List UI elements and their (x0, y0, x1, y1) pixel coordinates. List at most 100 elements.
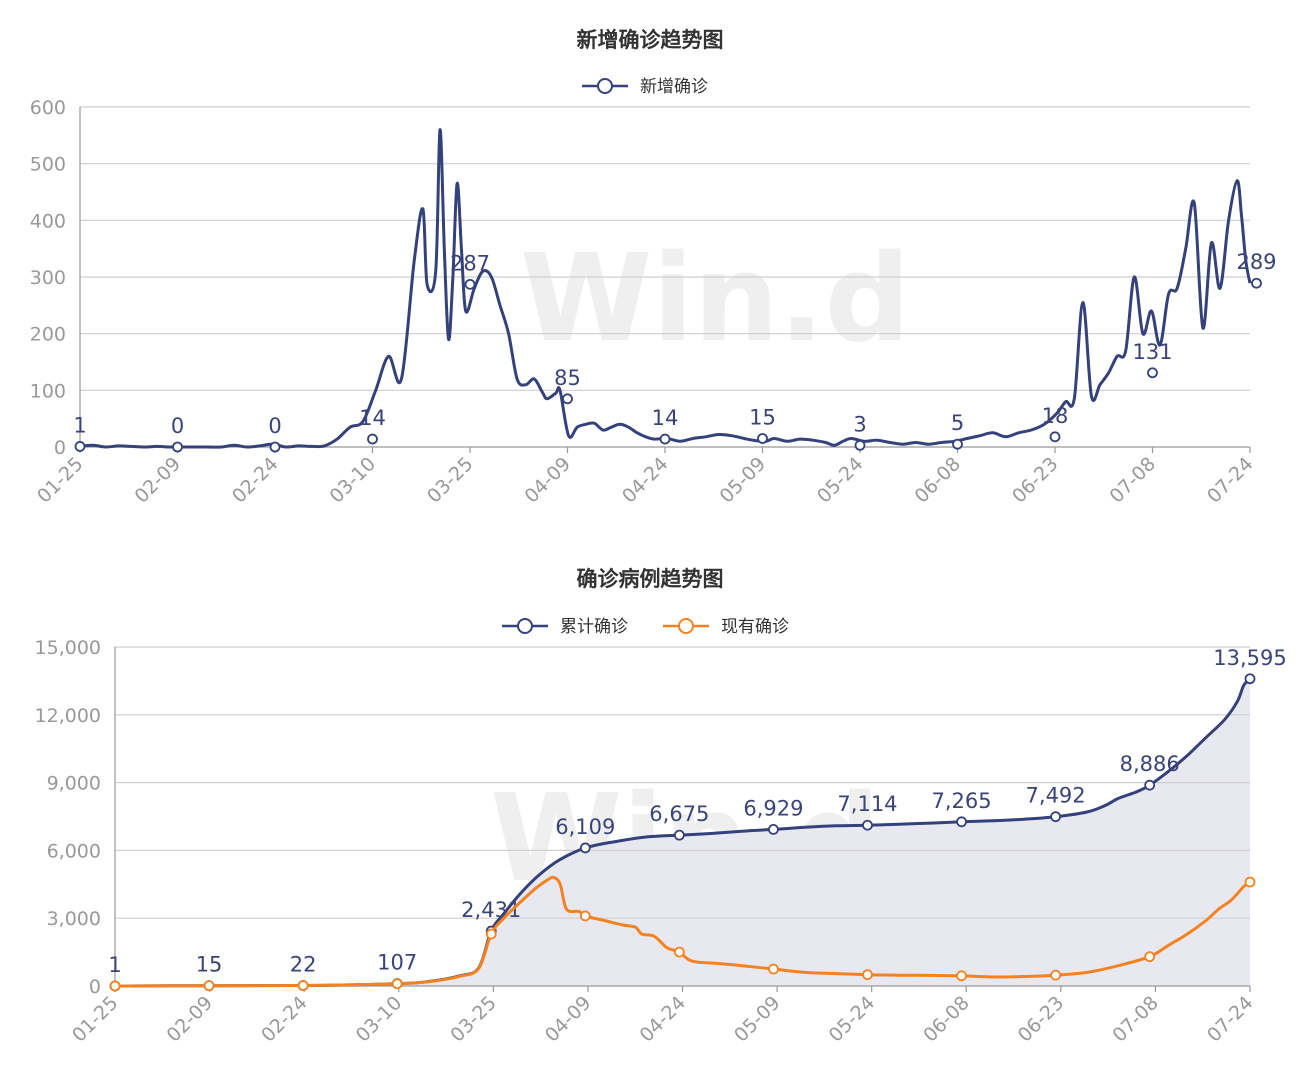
data-label: 5 (951, 411, 964, 435)
data-point-marker[interactable] (172, 441, 183, 453)
chart2-title: 确诊病例趋势图 (577, 567, 724, 591)
data-point-marker[interactable] (1244, 673, 1256, 685)
y-tick-label: 0 (89, 976, 101, 998)
data-point-marker[interactable] (297, 980, 309, 991)
data-point-marker[interactable] (659, 433, 671, 445)
data-label: 3 (853, 412, 866, 436)
data-point-marker[interactable] (673, 946, 685, 958)
data-point-marker[interactable] (367, 433, 378, 445)
data-label: 85 (554, 366, 581, 390)
data-label: 7,114 (837, 792, 897, 816)
chart1-legend-label: 新增确诊 (640, 77, 708, 97)
data-label: 6,929 (743, 796, 803, 820)
data-point-marker[interactable] (391, 978, 403, 990)
data-label: 131 (1132, 340, 1172, 364)
x-tick-label: 07-08 (1105, 453, 1160, 508)
y-tick-label: 15,000 (35, 637, 101, 659)
x-tick-label: 03-10 (352, 992, 407, 1047)
data-label: 14 (652, 406, 679, 430)
data-point-marker[interactable] (579, 842, 591, 854)
chart2-legend-label-cumulative: 累计确诊 (560, 617, 628, 637)
chart2-legend-cumulative[interactable]: 累计确诊 (502, 617, 628, 637)
x-tick-label: 06-08 (919, 992, 974, 1047)
x-tick-label: 04-09 (520, 453, 575, 508)
data-point-marker[interactable] (862, 819, 873, 831)
x-tick-label: 07-08 (1108, 992, 1163, 1047)
data-label: 6,109 (555, 815, 615, 839)
y-tick-label: 3,000 (47, 908, 101, 930)
data-point-marker[interactable] (203, 980, 215, 992)
x-tick-label: 05-09 (715, 453, 770, 508)
x-tick-label: 04-09 (541, 992, 596, 1047)
x-tick-label: 03-10 (325, 453, 380, 508)
y-tick-label: 0 (54, 437, 66, 459)
data-label: 6,675 (649, 802, 709, 826)
data-label: 8,886 (1120, 752, 1180, 776)
x-tick-label: 05-24 (813, 453, 868, 508)
data-point-marker[interactable] (1049, 431, 1061, 443)
x-tick-label: 05-24 (825, 992, 880, 1047)
data-point-marker[interactable] (269, 441, 281, 453)
series-line-1 (79, 128, 1252, 449)
data-label: 287 (450, 251, 490, 275)
y-tick-label: 12,000 (35, 705, 101, 727)
data-label: 7,492 (1026, 784, 1086, 808)
data-point-marker[interactable] (854, 439, 866, 451)
x-tick-label: 06-23 (1014, 992, 1069, 1047)
chart2-legend-label-current: 现有确诊 (721, 617, 789, 637)
y-tick-label: 400 (30, 210, 66, 232)
data-point-marker[interactable] (768, 963, 779, 975)
data-point-marker[interactable] (464, 278, 476, 290)
data-point-marker[interactable] (768, 824, 779, 835)
data-point-marker[interactable] (1147, 367, 1158, 379)
data-point-marker[interactable] (1050, 811, 1062, 823)
x-tick-label: 07-24 (1203, 453, 1258, 508)
data-point-marker[interactable] (673, 829, 685, 841)
data-point-marker[interactable] (1251, 277, 1262, 289)
x-tick-label: 02-09 (163, 992, 218, 1047)
x-tick-label: 06-08 (910, 453, 965, 508)
data-point-marker[interactable] (1050, 969, 1062, 981)
data-point-marker[interactable] (109, 980, 121, 992)
data-label: 0 (268, 414, 281, 438)
x-tick-label: 02-09 (130, 453, 185, 508)
data-label: 1 (108, 953, 121, 977)
chart1-legend[interactable]: 新增确诊 (582, 77, 708, 97)
x-tick-label: 02-24 (257, 992, 312, 1047)
x-tick-label: 05-09 (730, 992, 785, 1047)
data-point-marker[interactable] (952, 438, 963, 450)
y-tick-label: 6,000 (47, 840, 101, 862)
data-label: 15 (749, 406, 776, 430)
x-tick-label: 02-24 (228, 453, 283, 508)
data-point-marker[interactable] (1244, 876, 1256, 888)
data-point-marker[interactable] (485, 928, 497, 940)
data-label: 18 (1042, 404, 1069, 428)
data-point-marker[interactable] (757, 433, 768, 444)
y-tick-label: 200 (30, 324, 66, 346)
x-tick-label: 01-25 (68, 992, 123, 1047)
data-point-marker[interactable] (74, 441, 86, 452)
data-label: 13,595 (1213, 646, 1286, 670)
legend-marker-icon (597, 78, 613, 94)
x-tick-label: 01-25 (33, 453, 88, 508)
y-tick-label: 600 (30, 97, 66, 119)
data-point-marker[interactable] (1144, 951, 1156, 963)
data-label: 22 (290, 953, 317, 977)
chart2-legend-current[interactable]: 现有确诊 (663, 617, 789, 637)
x-tick-label: 06-23 (1008, 453, 1063, 508)
y-tick-label: 300 (30, 267, 66, 289)
x-tick-label: 03-25 (423, 453, 478, 508)
watermark-1: Win.d (520, 230, 910, 369)
data-point-marker[interactable] (562, 393, 573, 405)
chart2-plot: 0 3,000 6,000 9,000 12,000 15,000 01-25 02-09 02… (35, 637, 1287, 1047)
data-point-marker[interactable] (862, 969, 873, 981)
data-point-marker[interactable] (579, 910, 591, 922)
legend-marker-icon (517, 618, 533, 634)
data-point-marker[interactable] (1144, 779, 1156, 791)
data-point-marker[interactable] (956, 816, 967, 828)
x-tick-label: 04-24 (635, 992, 690, 1047)
data-point-marker[interactable] (956, 970, 967, 982)
y-tick-label: 100 (30, 380, 66, 402)
data-label: 7,265 (931, 789, 991, 813)
